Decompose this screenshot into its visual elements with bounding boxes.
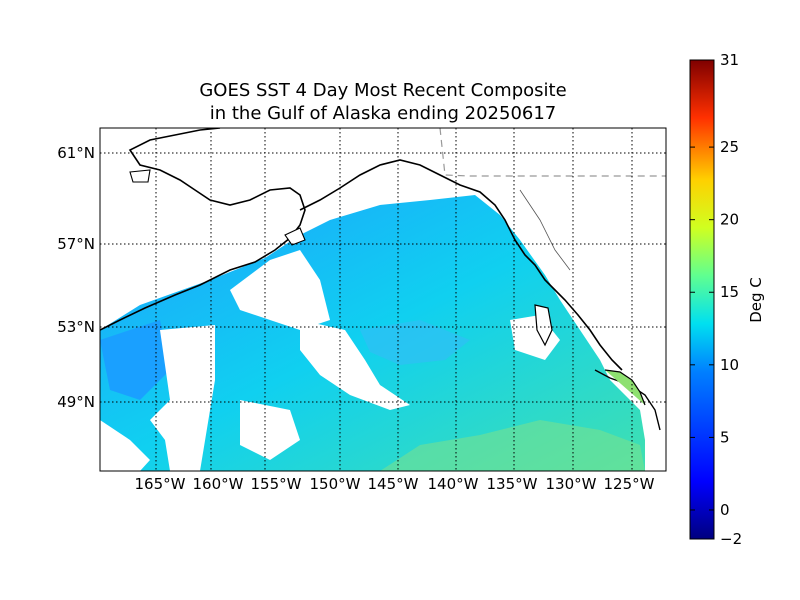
cloud-gap xyxy=(100,420,150,471)
colorbar-tick-label: −2 xyxy=(720,530,742,548)
colorbar-tick-label: 20 xyxy=(720,211,739,229)
lat-label: 57°N xyxy=(57,235,95,253)
lon-label: 160°W xyxy=(193,475,244,493)
cloud-gap xyxy=(300,320,410,410)
lat-label: 49°N xyxy=(57,393,95,411)
colorbar-tick-label: 31 xyxy=(720,51,739,69)
lon-label: 125°W xyxy=(604,475,655,493)
colorbar-tick-label: 25 xyxy=(720,138,739,156)
lon-label: 165°W xyxy=(135,475,186,493)
map-border xyxy=(99,127,667,472)
island xyxy=(284,227,306,246)
colorbar-tick-label: 0 xyxy=(720,501,730,519)
colorbar-tick-label: 15 xyxy=(720,283,739,301)
warm-sst-band xyxy=(380,420,645,471)
coastline xyxy=(100,128,666,431)
cloud-gap xyxy=(150,325,215,471)
border-line xyxy=(439,128,666,177)
lat-label: 53°N xyxy=(57,318,95,336)
lon-label: 140°W xyxy=(428,475,479,493)
graticule xyxy=(100,128,666,471)
colorbar-tick-label: 5 xyxy=(720,428,730,446)
lon-label: 130°W xyxy=(546,475,597,493)
island xyxy=(129,169,151,183)
colorbar-tick-label: 10 xyxy=(720,356,739,374)
border-line xyxy=(519,189,571,271)
cloud-gap xyxy=(230,250,330,330)
colorbar-label: Deg C xyxy=(747,277,765,323)
ocean-sst-west xyxy=(100,320,170,400)
island xyxy=(534,304,553,347)
cool-patch xyxy=(360,320,470,365)
lon-label: 155°W xyxy=(251,475,302,493)
lon-label: 150°W xyxy=(310,475,361,493)
cloud-gap xyxy=(240,400,300,460)
lon-label: 145°W xyxy=(368,475,419,493)
colorbar-ticks: 31 25 20 15 10 5 0 −2 xyxy=(690,51,742,548)
colorbar xyxy=(689,59,715,540)
map-title-line2: in the Gulf of Alaska ending 20250617 xyxy=(209,103,557,124)
lat-label: 61°N xyxy=(57,144,95,162)
lon-label: 135°W xyxy=(487,475,538,493)
map-title-line1: GOES SST 4 Day Most Recent Composite xyxy=(199,80,567,101)
